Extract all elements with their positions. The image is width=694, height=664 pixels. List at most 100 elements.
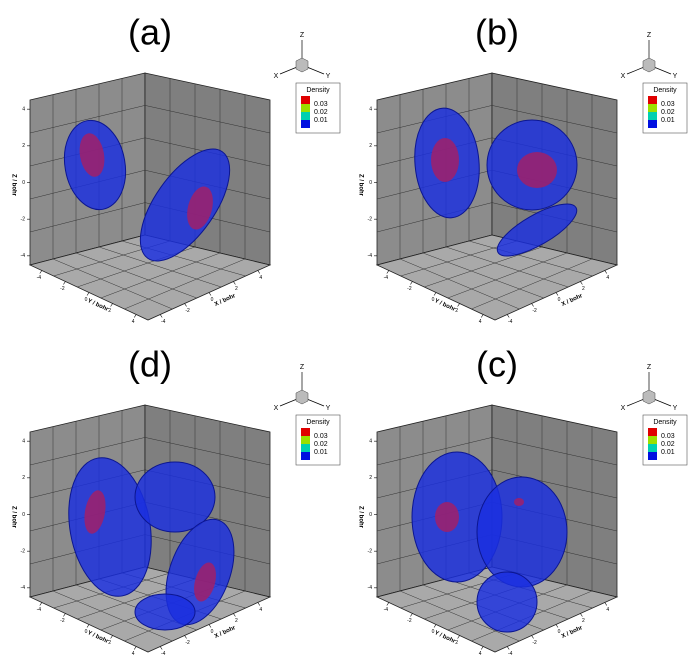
z-tick-label: 2 [22, 475, 25, 481]
y-tick [63, 282, 65, 285]
legend-swatch [301, 96, 310, 104]
legend-title: Density [653, 419, 677, 426]
z-axis-label: Z / bohr [357, 506, 363, 529]
y-tick [458, 636, 460, 639]
triad-label: Z [300, 32, 305, 39]
x-tick-label: -2 [185, 308, 190, 314]
panel: (a)-4-2024Z / bohr-4-2024Y / bohr-4-2024… [10, 12, 340, 325]
y-tick [63, 614, 65, 617]
isosurface-core [514, 498, 524, 506]
y-tick-label: 2 [455, 640, 458, 646]
z-tick-label: -4 [368, 253, 373, 259]
legend-entry: 0.02 [314, 109, 328, 116]
y-tick-label: -2 [60, 286, 65, 292]
x-tick [160, 315, 162, 318]
legend-swatch [301, 452, 310, 460]
x-tick-label: 2 [582, 618, 585, 624]
legend-swatch [301, 120, 310, 128]
y-tick [87, 625, 89, 628]
z-tick-label: 4 [369, 438, 372, 444]
y-tick-label: -4 [384, 607, 389, 613]
legend-entry: 0.02 [314, 441, 328, 448]
x-tick [580, 282, 582, 285]
legend-swatch [301, 112, 310, 120]
z-tick-label: 0 [369, 512, 372, 518]
x-tick-label: -2 [185, 640, 190, 646]
legend-entry: 0.01 [314, 449, 328, 456]
z-tick-label: -4 [21, 253, 26, 259]
y-tick [40, 271, 42, 274]
legend-title: Density [306, 87, 330, 94]
x-tick [605, 271, 607, 274]
y-tick [481, 315, 483, 318]
y-tick [87, 293, 89, 296]
y-tick-label: -4 [37, 275, 42, 281]
x-tick [209, 293, 211, 296]
x-tick-label: 4 [606, 607, 609, 613]
x-tick-label: -4 [508, 651, 513, 657]
triad-label: Z [647, 32, 652, 39]
triad-label: Z [300, 364, 305, 371]
triad-cube [296, 58, 308, 72]
isosurface-core [435, 502, 459, 532]
x-tick [160, 647, 162, 650]
x-axis-label: X / bohr [214, 625, 237, 640]
legend-entry: 0.01 [314, 117, 328, 124]
legend-entry: 0.01 [661, 117, 675, 124]
page: {"panels": [ {"label": "(a)"}, {"label":… [0, 0, 694, 664]
legend-swatch [648, 120, 657, 128]
x-tick-label: -2 [532, 640, 537, 646]
z-tick-label: -2 [21, 548, 26, 554]
legend-swatch [648, 452, 657, 460]
triad-label: Z [647, 364, 652, 371]
x-tick [556, 293, 558, 296]
x-tick-label: -4 [508, 319, 513, 325]
y-tick [134, 647, 136, 650]
x-tick [185, 636, 187, 639]
z-tick-label: 2 [22, 143, 25, 149]
y-tick-label: -4 [37, 607, 42, 613]
figure: (a)-4-2024Z / bohr-4-2024Y / bohr-4-2024… [0, 0, 694, 664]
y-tick-label: -2 [407, 286, 412, 292]
x-tick-label: 2 [235, 286, 238, 292]
x-tick [233, 614, 235, 617]
y-tick [134, 315, 136, 318]
y-tick-label: -2 [60, 618, 65, 624]
y-tick-label: 4 [479, 651, 482, 657]
x-tick-label: -4 [161, 319, 166, 325]
z-tick-label: 4 [369, 106, 372, 112]
z-tick-label: 2 [369, 475, 372, 481]
triad-cube [643, 390, 655, 404]
z-tick-label: 4 [22, 106, 25, 112]
y-tick [410, 614, 412, 617]
legend-swatch [648, 428, 657, 436]
x-tick-label: 4 [259, 275, 262, 281]
y-tick [481, 647, 483, 650]
z-tick-label: -2 [368, 548, 373, 554]
panel-label: (b) [475, 12, 519, 53]
legend-entry: 0.02 [661, 109, 675, 116]
y-tick-label: 2 [108, 308, 111, 314]
triad-cube [643, 58, 655, 72]
isosurface [477, 572, 537, 632]
y-tick [111, 636, 113, 639]
x-tick [507, 647, 509, 650]
isosurface-core [517, 152, 557, 188]
isosurface [135, 594, 195, 630]
x-tick [233, 282, 235, 285]
legend-entry: 0.03 [314, 101, 328, 108]
panel-label: (d) [128, 344, 172, 385]
x-tick-label: 2 [235, 618, 238, 624]
x-tick [209, 625, 211, 628]
triad-label: X [621, 405, 626, 412]
x-tick [258, 603, 260, 606]
z-tick-label: 4 [22, 438, 25, 444]
z-tick-label: -2 [368, 216, 373, 222]
y-tick [434, 625, 436, 628]
x-tick [580, 614, 582, 617]
legend-swatch [648, 444, 657, 452]
legend-swatch [648, 96, 657, 104]
triad-label: Y [326, 73, 331, 80]
x-tick [556, 625, 558, 628]
